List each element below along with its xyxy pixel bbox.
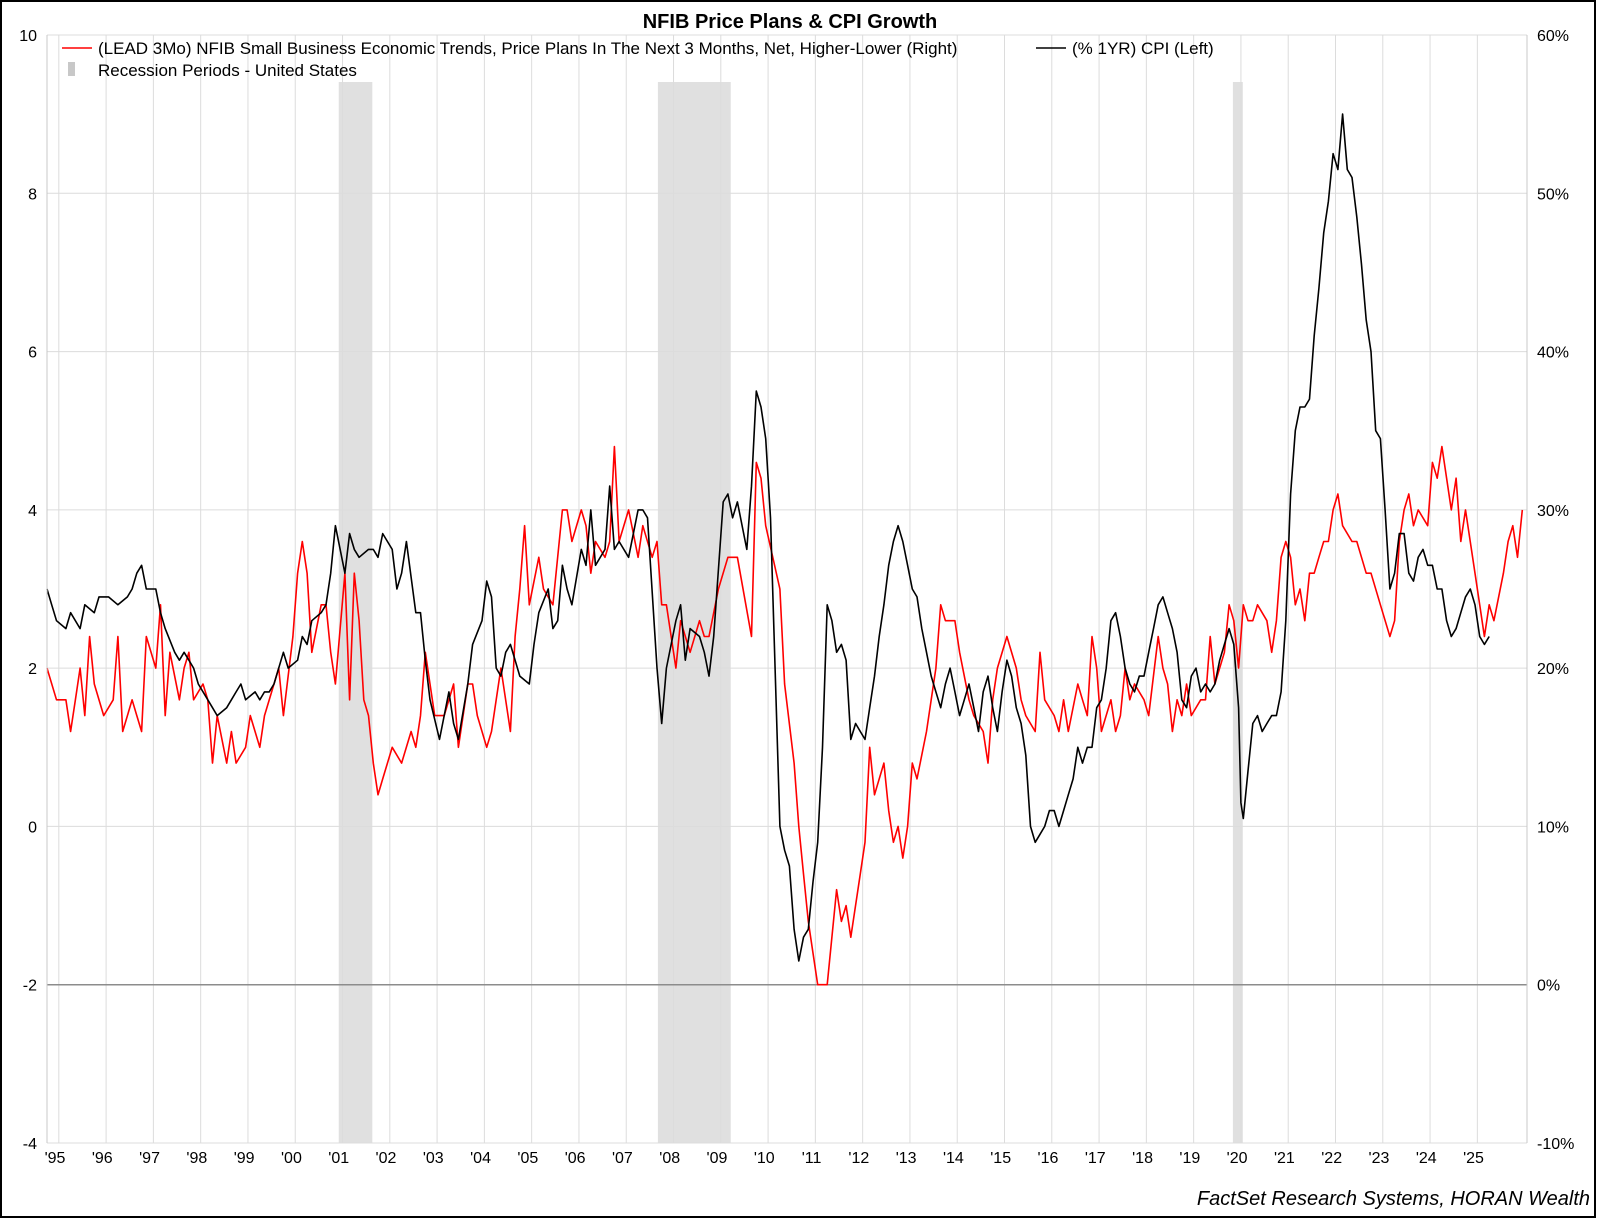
legend-label-nfib: (LEAD 3Mo) NFIB Small Business Economic …: [98, 39, 957, 58]
y-right-tick-label: 20%: [1537, 661, 1569, 678]
legend: (LEAD 3Mo) NFIB Small Business Economic …: [62, 39, 1214, 80]
legend-label-recession: Recession Periods - United States: [98, 61, 357, 80]
x-tick-label: '16: [1038, 1150, 1059, 1167]
recession-layer: [338, 82, 1243, 1143]
y-left-tick-label: -2: [23, 978, 37, 995]
x-tick-label: '07: [612, 1150, 633, 1167]
legend-swatch-recession: [68, 62, 75, 76]
legend-label-cpi: (% 1YR) CPI (Left): [1072, 39, 1214, 58]
x-tick-label: '20: [1227, 1150, 1248, 1167]
y-right-tick-label: 0%: [1537, 978, 1560, 995]
x-tick-label: '03: [423, 1150, 444, 1167]
x-tick-label: '97: [139, 1150, 160, 1167]
y-left-tick-label: 6: [28, 345, 37, 362]
x-tick-label: '06: [565, 1150, 586, 1167]
y-left-tick-label: 0: [28, 819, 37, 836]
chart-title: NFIB Price Plans & CPI Growth: [643, 11, 938, 33]
x-tick-label: '00: [281, 1150, 302, 1167]
x-tick-label: '05: [517, 1150, 538, 1167]
y-right-tick-label: -10%: [1537, 1136, 1574, 1153]
y-left-tick-label: -4: [23, 1136, 37, 1153]
x-tick-label: '02: [376, 1150, 397, 1167]
x-tick-label: '24: [1416, 1150, 1437, 1167]
x-tick-label: '22: [1321, 1150, 1342, 1167]
x-tick-label: '12: [848, 1150, 869, 1167]
recession-band-1: [338, 82, 373, 1143]
y-left-tick-label: 4: [28, 503, 37, 520]
y-left-tick-label: 2: [28, 661, 37, 678]
y-left-tick-label: 8: [28, 186, 37, 203]
recession-band-3: [1232, 82, 1243, 1143]
x-tick-label: '18: [1132, 1150, 1153, 1167]
x-tick-label: '25: [1463, 1150, 1484, 1167]
x-tick-label: '14: [943, 1150, 964, 1167]
x-tick-label: '17: [1085, 1150, 1106, 1167]
y-left-tick-label: 10: [19, 28, 37, 45]
x-tick-label: '08: [659, 1150, 680, 1167]
x-tick-label: '11: [802, 1150, 822, 1167]
y-right-tick-label: 60%: [1537, 28, 1569, 45]
x-tick-label: '23: [1369, 1150, 1390, 1167]
x-tick-label: '10: [754, 1150, 775, 1167]
y-right-tick-label: 50%: [1537, 186, 1569, 203]
x-tick-label: '21: [1274, 1150, 1295, 1167]
series-line-cpi: [46, 113, 1490, 962]
y-right-tick-label: 30%: [1537, 503, 1569, 520]
x-tick-label: '98: [186, 1150, 207, 1167]
x-tick-label: '95: [45, 1150, 66, 1167]
x-tick-label: '15: [990, 1150, 1011, 1167]
y-right-tick-label: 10%: [1537, 819, 1569, 836]
recession-band-2: [657, 82, 731, 1143]
grid-layer: [47, 34, 1527, 1144]
x-tick-label: '13: [896, 1150, 917, 1167]
y-right-tick-label: 40%: [1537, 345, 1569, 362]
x-tick-label: '96: [92, 1150, 113, 1167]
series-layer: [46, 113, 1524, 986]
x-tick-label: '19: [1179, 1150, 1200, 1167]
axis-layer: -4 -2 0 2 4 6 8 10 -10% 0% 10% 20% 30% 40% 50% 60% '95 '9…: [19, 28, 1574, 1167]
x-tick-label: '09: [707, 1150, 728, 1167]
source-note: FactSet Research Systems, HORAN Wealth: [1197, 1188, 1590, 1210]
x-tick-label: '01: [328, 1150, 349, 1167]
x-tick-label: '04: [470, 1150, 491, 1167]
series-line-nfib-price-plans: [46, 445, 1524, 986]
x-tick-label: '99: [234, 1150, 255, 1167]
